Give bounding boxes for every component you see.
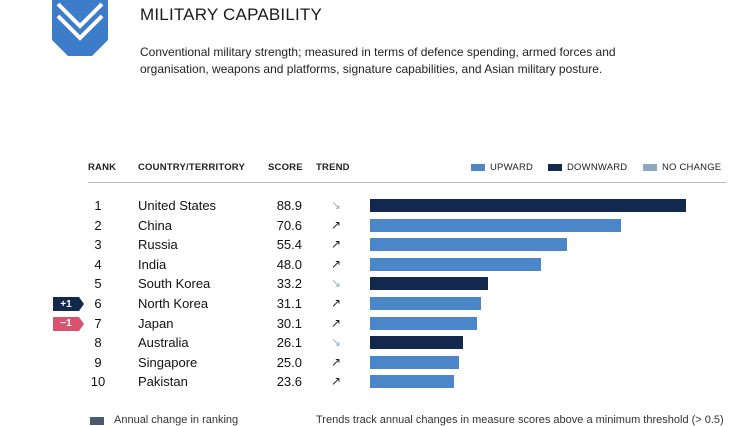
score-bar — [370, 316, 477, 330]
score-value: 25.0 — [276, 354, 302, 370]
table-row: 8 Australia 26.1 ↘ — [0, 333, 736, 353]
rank-change-badge: −1 — [53, 316, 84, 331]
score-value: 30.1 — [276, 315, 302, 331]
rank-value: 1 — [94, 198, 102, 213]
trend-up-icon: ↗ — [330, 374, 342, 389]
table-row: 9 Singapore 25.0 ↗ — [0, 353, 736, 373]
rank-value: 6 — [94, 296, 102, 311]
table-row: 10 Pakistan 23.6 ↗ — [0, 372, 736, 392]
page-title: MILITARY CAPABILITY — [140, 5, 323, 24]
footer-change-note: Annual change in ranking — [114, 414, 239, 426]
rank-value: 5 — [94, 276, 102, 292]
score-bar — [370, 277, 488, 291]
table-row: +1 6 North Korea 31.1 ↗ — [0, 294, 736, 314]
legend-label: NO CHANGE — [662, 162, 722, 173]
score-bar — [370, 336, 463, 350]
footer-trend-note: Trends track annual changes in measure s… — [316, 414, 724, 426]
table-row: 4 India 48.0 ↗ — [0, 255, 736, 275]
rank-change-badge: +1 — [53, 297, 84, 311]
score-value: 33.2 — [276, 276, 302, 292]
score-bar — [370, 238, 567, 252]
score-bar — [370, 297, 481, 310]
rank-value: 7 — [94, 315, 102, 331]
column-header-country: COUNTRY/TERRITORY — [138, 162, 246, 173]
country-name: Australia — [138, 335, 189, 351]
trend-down-icon: ↘ — [330, 276, 342, 291]
rank-value: 3 — [94, 237, 102, 253]
score-value: 55.4 — [276, 237, 302, 253]
country-name: Japan — [138, 315, 174, 331]
description: Conventional military strength; measured… — [140, 45, 616, 76]
trend-up-icon: ↗ — [330, 256, 342, 271]
legend-label: UPWARD — [490, 162, 534, 173]
header-divider — [88, 182, 726, 183]
table-row: 3 Russia 55.4 ↗ — [0, 235, 736, 255]
country-name: India — [138, 256, 167, 272]
table-row: −1 7 Japan 30.1 ↗ — [0, 314, 736, 334]
table-row: 1 United States 88.9 ↘ — [0, 196, 736, 216]
country-name: China — [138, 217, 172, 233]
rank-change-value: −1 — [60, 318, 72, 330]
chevron-octagon-icon — [52, 0, 108, 56]
trend-up-icon: ↗ — [330, 237, 342, 252]
column-header-score: SCORE — [268, 162, 303, 173]
country-name: Russia — [138, 237, 178, 253]
trend-up-icon: ↗ — [330, 217, 342, 232]
score-bar — [370, 257, 541, 271]
score-value: 48.0 — [276, 256, 302, 272]
legend-swatch — [643, 164, 657, 171]
trend-up-icon: ↗ — [330, 296, 342, 310]
score-bar — [370, 218, 621, 232]
score-value: 31.1 — [276, 296, 302, 311]
table-row: 2 China 70.6 ↗ — [0, 216, 736, 236]
legend-downward: DOWNWARD — [548, 162, 627, 173]
legend-swatch — [548, 164, 562, 171]
country-name: South Korea — [138, 276, 211, 292]
rank-change-value: +1 — [60, 298, 72, 310]
trend-down-icon: ↘ — [330, 335, 342, 350]
score-value: 70.6 — [276, 217, 302, 233]
change-swatch — [90, 417, 104, 425]
country-name: United States — [138, 198, 217, 213]
legend-label: DOWNWARD — [567, 162, 628, 173]
legend-swatch — [471, 164, 485, 171]
score-value: 88.9 — [276, 198, 302, 213]
score-value: 23.6 — [276, 374, 302, 390]
country-name: North Korea — [138, 296, 209, 311]
rank-value: 10 — [90, 374, 106, 390]
column-header-rank: RANK — [88, 162, 117, 173]
trend-up-icon: ↗ — [330, 315, 342, 330]
score-value: 26.1 — [276, 335, 302, 351]
column-header-trend: TREND — [316, 162, 350, 173]
score-bar — [370, 199, 686, 212]
legend-upward: UPWARD — [471, 162, 533, 173]
trend-down-icon: ↘ — [330, 198, 342, 212]
trend-up-icon: ↗ — [330, 354, 342, 369]
rank-value: 2 — [94, 217, 102, 233]
rank-value: 9 — [94, 354, 102, 370]
rank-value: 4 — [94, 256, 102, 272]
rank-value: 8 — [94, 335, 102, 351]
score-bar — [370, 375, 454, 389]
legend-no-change: NO CHANGE — [643, 162, 721, 173]
table-row: 5 South Korea 33.2 ↘ — [0, 274, 736, 294]
country-name: Pakistan — [138, 374, 188, 390]
score-bar — [370, 355, 459, 369]
country-name: Singapore — [138, 354, 198, 370]
